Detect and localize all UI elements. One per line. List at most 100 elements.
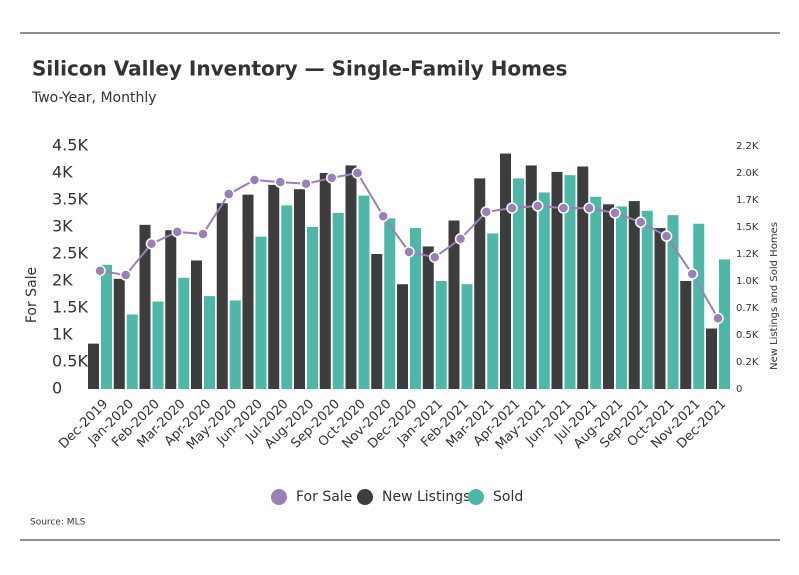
bar: [242, 194, 254, 389]
point: [532, 200, 544, 212]
y-tick-label: 2K: [52, 271, 73, 290]
point: [171, 226, 183, 238]
point: [377, 210, 389, 222]
bar: [152, 301, 164, 389]
bar: [410, 228, 421, 389]
legend-marker: [357, 489, 373, 505]
legend-label: New Listings: [382, 489, 470, 505]
bar: [88, 343, 99, 389]
bar: [255, 236, 267, 389]
bar: [474, 178, 486, 389]
bar: [204, 296, 215, 389]
bar: [641, 210, 653, 389]
bar: [307, 227, 318, 389]
y-tick-label: 3.5K: [52, 190, 88, 209]
bar: [500, 153, 511, 389]
y2-axis-title: New Listings and Sold Homes: [769, 222, 780, 370]
y-tick-label: 4.5K: [52, 136, 88, 155]
y-tick-label: 0: [52, 379, 62, 398]
bar: [603, 204, 614, 389]
legend-label: For Sale: [296, 489, 352, 505]
bar: [371, 254, 383, 389]
y2-tick-label: 1.5K: [736, 222, 759, 233]
y-tick-label: 1.5K: [52, 298, 88, 317]
point: [660, 230, 673, 242]
point: [454, 233, 467, 245]
y2-tick-label: 2.2K: [736, 141, 759, 152]
bar: [165, 230, 177, 389]
bar: [358, 195, 370, 389]
bar: [487, 233, 499, 389]
bar: [564, 175, 576, 389]
legend-label: Sold: [493, 489, 523, 505]
legend-marker: [468, 489, 484, 505]
point: [197, 228, 209, 240]
y2-tick-label: 0.5K: [736, 330, 759, 341]
point: [120, 269, 132, 281]
bar: [654, 228, 666, 389]
bar: [178, 277, 190, 389]
bar: [345, 165, 357, 389]
chart-subtitle: Two-Year, Monthly: [31, 90, 157, 106]
y-tick-label: 1K: [52, 325, 73, 344]
point: [609, 207, 621, 219]
source: Source: MLS: [30, 518, 86, 528]
y2-tick-label: 1.7K: [736, 195, 759, 206]
y-tick-label: 0.5K: [52, 352, 88, 371]
point: [351, 167, 364, 179]
bar: [590, 196, 602, 389]
point: [145, 237, 158, 250]
point: [403, 246, 415, 258]
bar: [281, 205, 293, 389]
point: [223, 188, 235, 200]
bar: [384, 218, 396, 389]
bar: [719, 259, 730, 389]
bar: [268, 184, 280, 389]
bar: [319, 173, 331, 389]
bar: [538, 192, 550, 389]
point: [429, 251, 441, 263]
y-axis-title: For Sale: [24, 267, 40, 323]
bar: [294, 189, 305, 389]
bar: [693, 223, 705, 389]
point: [94, 264, 106, 277]
point: [583, 202, 595, 214]
bar: [229, 300, 241, 389]
chart-title: Silicon Valley Inventory — Single-Family…: [32, 57, 567, 81]
point: [480, 206, 492, 218]
y2-tick-label: 1.0K: [736, 276, 759, 287]
bar: [435, 281, 447, 389]
bar: [577, 166, 589, 389]
bar: [332, 212, 344, 389]
bar: [397, 284, 408, 389]
point: [686, 268, 698, 280]
bar: [628, 201, 640, 389]
bar: [113, 278, 125, 389]
bar: [680, 281, 692, 389]
y2-tick-label: 2.0K: [736, 168, 759, 179]
point: [635, 216, 647, 228]
y2-tick-label: 1.2K: [736, 249, 759, 260]
bar: [551, 171, 563, 389]
y-tick-label: 2.5K: [52, 244, 88, 263]
point: [506, 202, 518, 214]
y2-tick-label: 0: [736, 384, 742, 395]
bar: [513, 178, 524, 389]
y-tick-label: 3K: [52, 217, 73, 236]
y2-tick-label: 0.7K: [736, 303, 759, 314]
bar: [448, 220, 460, 389]
bar: [616, 206, 627, 389]
point: [326, 172, 338, 184]
bar: [191, 260, 202, 389]
y-tick-label: 4K: [52, 163, 73, 182]
point: [274, 176, 286, 188]
bar: [126, 314, 138, 389]
point: [557, 202, 570, 214]
bar: [139, 224, 151, 389]
legend-marker: [271, 489, 287, 505]
bar: [667, 215, 679, 389]
bar: [216, 203, 228, 389]
point: [712, 312, 724, 325]
y2-tick-label: 0.2K: [736, 357, 759, 368]
